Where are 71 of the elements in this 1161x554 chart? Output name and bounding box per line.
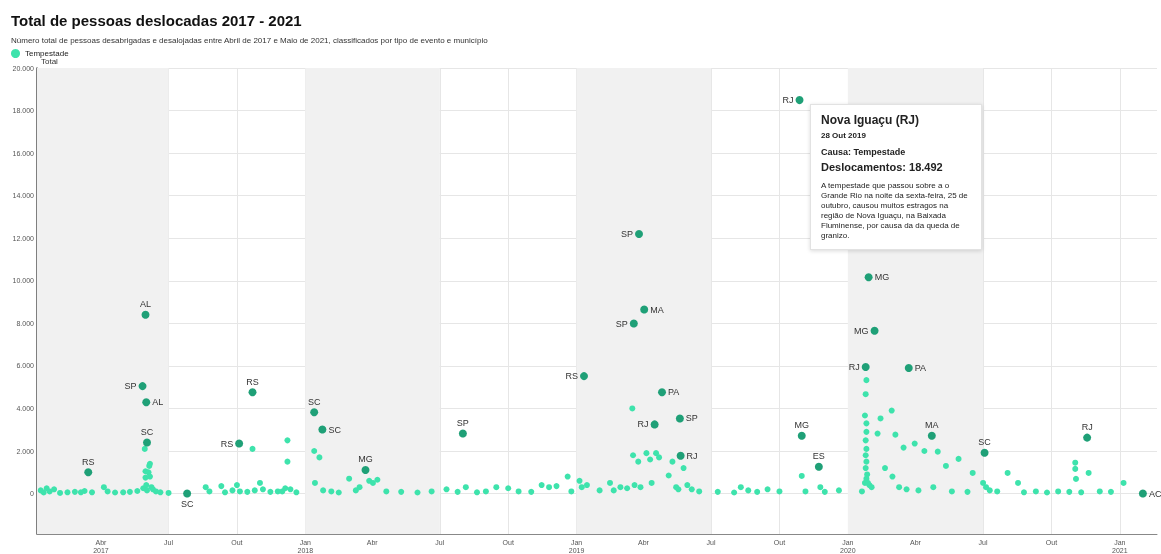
point: [640, 305, 649, 314]
annotation: RS: [565, 371, 578, 382]
chart-subtitle: Número total de pessoas desabrigadas e desalojadas entre Abril de 2017 e Maio de 2021, classificados por tipo de evento e município: [11, 35, 489, 45]
point: [904, 364, 913, 373]
annotation: SP: [456, 418, 469, 429]
legend-label: Tempestade: [25, 49, 70, 58]
point: [675, 414, 684, 423]
point: [861, 362, 870, 371]
point: [635, 229, 643, 238]
point: [927, 431, 936, 440]
point: [864, 273, 873, 282]
point: [650, 420, 659, 429]
annotation: SP: [124, 381, 137, 392]
point: [142, 398, 151, 407]
point: [797, 431, 806, 440]
point: [1138, 489, 1147, 498]
annotation: SP: [615, 318, 628, 329]
annotation: Deslocamentos: 18.492: [821, 161, 944, 175]
annotation: RJ: [637, 419, 649, 430]
point: [84, 468, 93, 477]
annotation: MA: [925, 420, 939, 431]
annotation: MG: [874, 272, 890, 283]
point: [235, 439, 244, 448]
point: [795, 96, 804, 105]
annotation: PA: [914, 363, 927, 374]
annotation: RJ: [848, 361, 860, 372]
annotation: SC: [307, 396, 321, 407]
annotation: MG: [794, 420, 809, 431]
annotation: RS: [246, 376, 259, 387]
point: [814, 462, 823, 471]
point: [318, 425, 327, 434]
point: [1083, 433, 1092, 442]
point: [141, 310, 150, 319]
annotation: A tempestade que passou sobre a o Grande Rio na noite da sexta-feira, 25 de outubro, causou muitos estragos na região de Nova Iguaçu, na Baixada Fluminense, por causa da da queda de granizo.: [821, 181, 969, 241]
annotation: RS: [82, 456, 95, 467]
point: [658, 388, 667, 397]
point: [361, 465, 370, 474]
annotation: SC: [328, 424, 342, 435]
point: [248, 388, 257, 397]
annotation: AL: [140, 299, 152, 310]
annotation: SC: [978, 437, 992, 448]
annotation: RJ: [686, 450, 698, 461]
point: [629, 319, 638, 328]
annotation: MG: [358, 454, 373, 465]
point: [458, 429, 467, 438]
annotation: ES: [812, 451, 825, 462]
annotation: RJ: [1081, 422, 1093, 433]
point: [183, 489, 192, 498]
annotation: MA: [650, 304, 664, 315]
point: [143, 438, 151, 447]
point: [138, 382, 147, 391]
annotation: RS: [220, 438, 234, 449]
point: [870, 326, 879, 335]
annotation: MG: [854, 325, 869, 336]
chart-title: Total de pessoas deslocadas 2017 - 2021: [11, 12, 302, 29]
y-axis-title: Total: [41, 56, 59, 66]
annotation: 28 Out 2019: [821, 131, 867, 141]
annotation: RJ: [782, 95, 794, 106]
annotation: AL: [152, 397, 164, 408]
point: [676, 451, 685, 460]
point: [980, 448, 989, 457]
point: [310, 408, 319, 417]
annotation: SC: [140, 427, 154, 437]
annotation: Nova Iguaçu (RJ): [821, 113, 920, 128]
annotation: SP: [685, 413, 698, 424]
annotation: Causa: Tempestade: [821, 147, 907, 159]
point: [580, 372, 588, 381]
annotation: PA: [668, 387, 680, 398]
annotation: SC: [180, 499, 194, 510]
annotation: AC: [1148, 488, 1161, 499]
annotation: SP: [620, 228, 633, 239]
